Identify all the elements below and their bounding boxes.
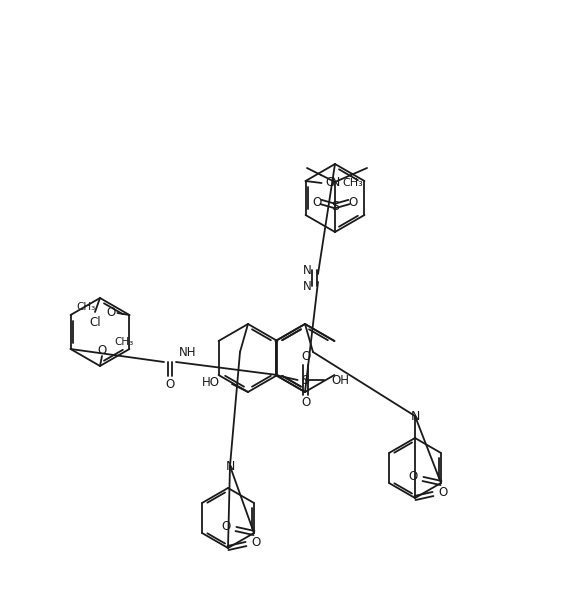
Text: O: O (312, 195, 321, 209)
Text: N: N (331, 176, 340, 188)
Text: NH: NH (179, 345, 197, 359)
Text: O: O (325, 176, 334, 190)
Text: O: O (107, 306, 116, 320)
Text: S: S (302, 373, 310, 387)
Text: O: O (165, 378, 174, 390)
Text: O: O (252, 536, 261, 548)
Text: N: N (303, 279, 311, 293)
Text: CH₃: CH₃ (343, 178, 364, 188)
Text: HO: HO (202, 376, 220, 389)
Text: O: O (301, 396, 310, 409)
Text: O: O (408, 470, 417, 484)
Text: N: N (410, 409, 420, 423)
Text: S: S (331, 199, 339, 212)
Text: O: O (438, 486, 448, 498)
Text: O: O (97, 343, 107, 356)
Text: O: O (222, 520, 231, 534)
Text: CH₃: CH₃ (76, 302, 95, 312)
Text: OH: OH (332, 373, 349, 387)
Text: Cl: Cl (89, 315, 101, 329)
Text: O: O (348, 195, 358, 209)
Text: O: O (301, 351, 310, 364)
Text: CH₃: CH₃ (114, 337, 133, 347)
Text: N: N (303, 264, 311, 276)
Text: N: N (225, 459, 235, 473)
